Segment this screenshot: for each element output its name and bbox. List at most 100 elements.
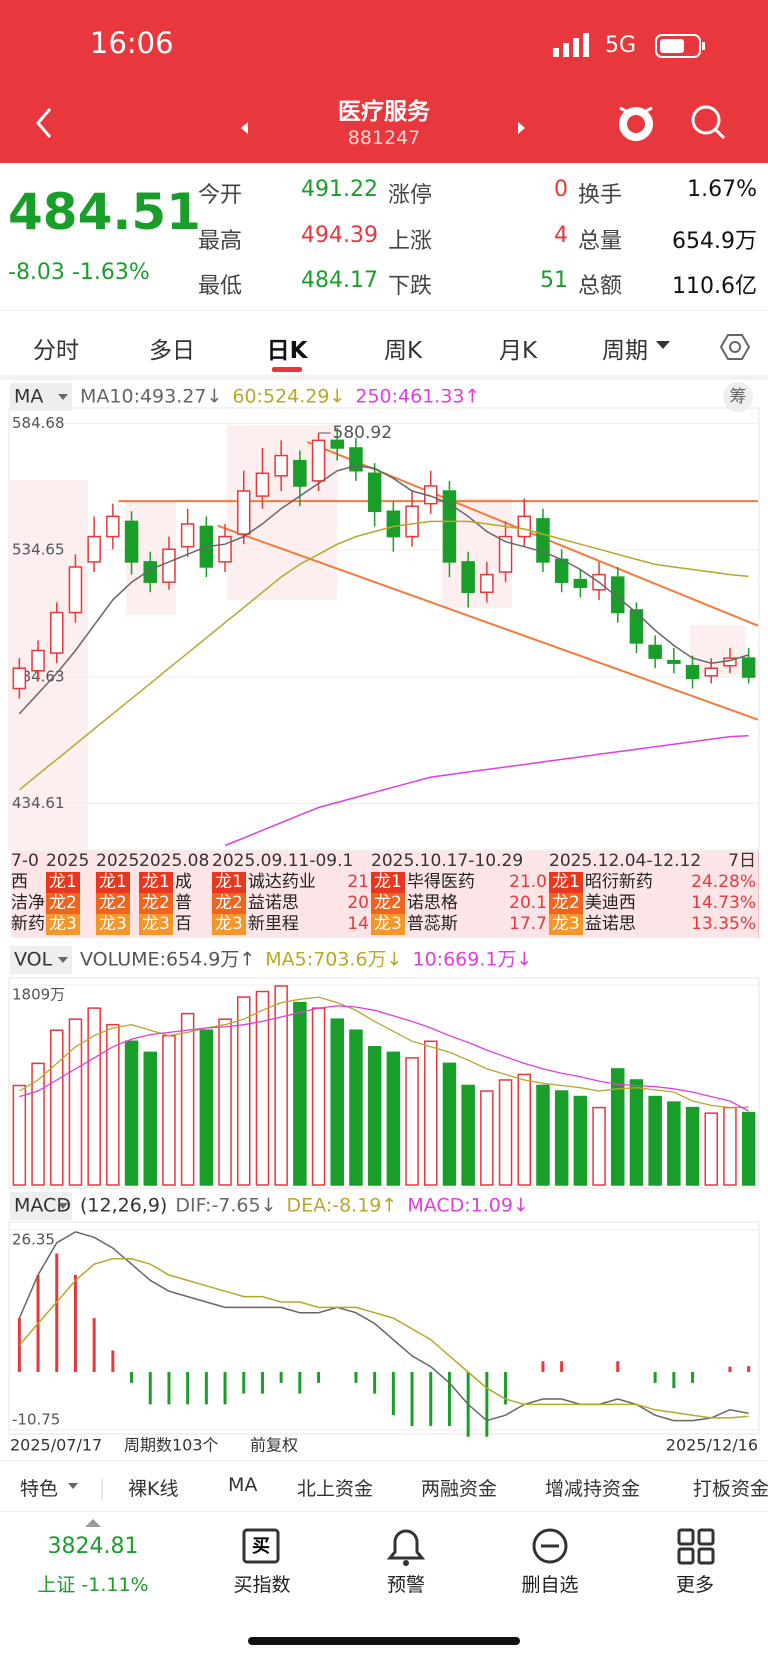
nav-item[interactable]: 删自选	[521, 1574, 579, 1596]
frame	[8, 407, 760, 851]
dragon-row: 龙1 诚达药业 21	[212, 872, 371, 893]
period-length: 7日	[728, 851, 756, 871]
stat-label: 最高	[198, 229, 243, 254]
switch-arrows[interactable]	[238, 120, 538, 136]
index-label[interactable]: 上证 -1.11%	[37, 1574, 149, 1596]
nav-icons: 买	[242, 1528, 715, 1566]
tab[interactable]: 多日	[149, 338, 195, 364]
dragon-row: 龙3 新里程 14	[212, 914, 371, 935]
candle-body	[12, 667, 27, 690]
volume-bar	[87, 1007, 101, 1186]
stock-change: 21	[347, 872, 369, 892]
stock-name: 普蕊斯	[406, 914, 458, 934]
candle-body	[704, 667, 718, 677]
tab[interactable]: 月K	[498, 338, 538, 364]
dragon-row: 龙2 诺思格 20.1	[371, 893, 549, 914]
rank-badge: 龙3	[139, 914, 173, 935]
column-header: 2025	[46, 851, 96, 872]
ma-line	[18, 520, 749, 791]
volume-bar	[517, 1073, 531, 1186]
tab[interactable]: 周期	[602, 338, 648, 364]
legend-entry: VOLUME:654.9万↑	[80, 949, 255, 971]
x-axis-label: 2025/07/17	[10, 1436, 102, 1455]
rank-badge: 龙2	[212, 893, 246, 914]
candle-body	[255, 472, 270, 497]
tool[interactable]: 打板资金	[693, 1478, 768, 1500]
rank-badge: 龙1	[212, 872, 246, 893]
x-axis-label: 2025/12/16	[666, 1436, 758, 1455]
stock-name: 新里程	[247, 914, 299, 934]
macd-line	[18, 1258, 749, 1419]
volume-bar	[386, 1051, 401, 1186]
nav-item[interactable]: 更多	[675, 1574, 714, 1596]
tool[interactable]: 两融资金	[421, 1478, 498, 1500]
dragon-row: 新药	[11, 914, 46, 935]
tab[interactable]: 日K	[266, 338, 308, 364]
stock-change: 24.28%	[691, 872, 756, 892]
header-icons[interactable]	[612, 100, 752, 146]
candle-body	[667, 659, 681, 664]
dragon-row: 龙3 益诺思 13.35%	[549, 914, 758, 935]
volume-bar	[573, 1095, 588, 1186]
volume-bar	[611, 1068, 625, 1186]
rank-badge: 龙1	[371, 872, 405, 893]
candle-body	[611, 576, 625, 614]
nav-item[interactable]: 买指数	[233, 1574, 291, 1596]
candle-body	[629, 609, 644, 644]
stock-change: 13.35%	[691, 914, 756, 934]
dragon-row: 龙2 益诺思 20	[212, 893, 371, 914]
tab[interactable]: 分时	[33, 338, 79, 364]
dragon-row: 洁净	[11, 893, 46, 914]
stock-name: 益诺思	[584, 914, 636, 934]
tool[interactable]: MA	[228, 1474, 258, 1496]
volume-bar	[592, 1106, 606, 1186]
stat-label: 上涨	[388, 229, 433, 254]
volume-bar	[143, 1051, 157, 1186]
stat-value: 51	[540, 268, 568, 293]
tool[interactable]: 特色	[20, 1478, 59, 1500]
index-value[interactable]: 3824.81	[47, 1534, 139, 1559]
volume-bar	[480, 1090, 494, 1186]
column-header: 2025.10.17-10.29	[371, 851, 549, 872]
tab-bar: 分时 多日 日K 周K 月K 周期	[0, 310, 768, 376]
rank-badge: 龙1	[46, 872, 80, 893]
dragon-row: 龙1 毕得医药 21.0	[371, 872, 549, 893]
candle-body	[143, 561, 157, 583]
volume-bar	[274, 985, 288, 1186]
volume-bar	[741, 1111, 756, 1186]
indicator-selector: MA	[14, 386, 43, 408]
volume-bar	[349, 1029, 363, 1186]
selector-arrow	[58, 394, 68, 400]
chip-label: 筹	[730, 387, 747, 407]
stock-name: 西	[11, 872, 28, 892]
rank-badge: 龙1	[96, 872, 130, 893]
volume-bar	[704, 1112, 718, 1186]
candle-body	[498, 535, 513, 573]
tab-decor	[272, 334, 751, 372]
tool[interactable]: 增减持资金	[545, 1478, 641, 1500]
volume-bar	[162, 1034, 176, 1186]
rank-badge: 龙2	[371, 893, 405, 914]
tool[interactable]: 裸K线	[128, 1478, 179, 1500]
volume-bar	[293, 1001, 307, 1186]
tab[interactable]: 周K	[383, 338, 423, 364]
stock-name: 益诺思	[247, 893, 299, 913]
stock-change: 20.1	[509, 893, 547, 913]
column-header: 2025.08	[139, 851, 212, 872]
dragon-row: 龙1	[96, 872, 139, 893]
back-button[interactable]	[30, 105, 60, 141]
candle-body	[87, 535, 101, 563]
legend-entry: MA10:493.27↓	[80, 386, 222, 408]
column-header: 2025.12.04-12.12 7日	[549, 851, 758, 872]
nav-item[interactable]: 预警	[386, 1574, 425, 1596]
stat-value: 491.22	[301, 177, 378, 202]
dragon-column: 2025.12.04-12.12 7日 龙1 昭衍新药 24.28% 龙2 美迪西 14.73…	[549, 851, 759, 938]
stock-name: 普	[174, 893, 192, 913]
volume-bar	[498, 1079, 513, 1186]
stock-name: 洁净	[11, 893, 45, 913]
period-range: 2025.08	[139, 851, 210, 871]
legend-entry: DIF:-7.65↓	[175, 1195, 276, 1217]
dragon-row: 西	[11, 872, 46, 893]
candle-body	[274, 454, 288, 477]
tool[interactable]: 北上资金	[297, 1478, 374, 1500]
